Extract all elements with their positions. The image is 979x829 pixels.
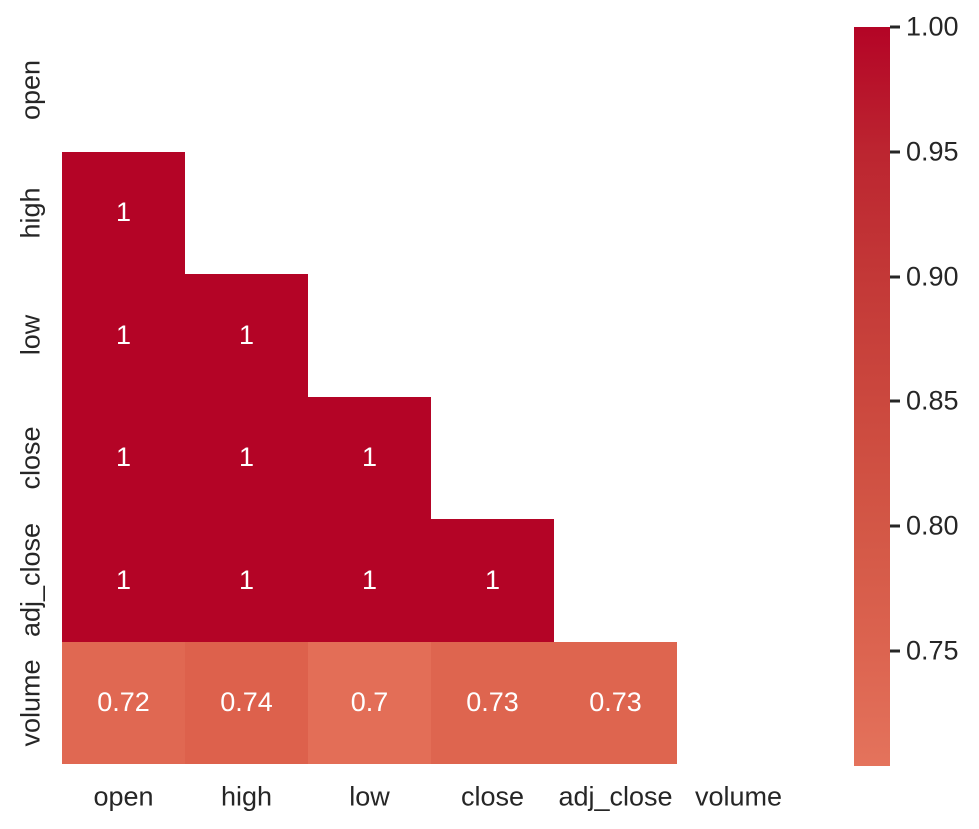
colorbar-tick-label-0.95: 0.95 xyxy=(906,136,959,167)
colorbar-tick-mark xyxy=(890,25,900,29)
x-tick-label-close: close xyxy=(460,781,525,812)
heatmap-cell: 0.72 xyxy=(62,641,185,764)
cell-annotation: 1 xyxy=(115,319,132,350)
cell-annotation: 1 xyxy=(115,442,132,473)
heatmap-cell: 1 xyxy=(431,519,554,642)
x-tick-label-volume: volume xyxy=(694,781,783,812)
colorbar-tick-mark xyxy=(890,649,900,653)
colorbar-tick-mark xyxy=(890,399,900,403)
heatmap-cell: 1 xyxy=(185,519,308,642)
x-tick-label-adj_close: adj_close xyxy=(558,781,673,812)
colorbar-tick-label-0.80: 0.80 xyxy=(906,510,959,541)
heatmap-cell: 0.7 xyxy=(308,641,431,764)
heatmap-cell: 1 xyxy=(62,274,185,397)
cell-annotation: 1 xyxy=(238,319,255,350)
colorbar-tick-label-1.00: 1.00 xyxy=(906,11,959,42)
cell-annotation: 1 xyxy=(484,564,501,595)
colorbar-tick-mark xyxy=(890,275,900,279)
y-tick-label-volume: volume xyxy=(15,659,46,747)
cell-annotation: 0.72 xyxy=(97,687,150,718)
heatmap-cell: 1 xyxy=(308,519,431,642)
colorbar-tick-label-0.85: 0.85 xyxy=(906,385,959,416)
colorbar-tick-mark xyxy=(890,150,900,154)
x-tick-label-open: open xyxy=(93,781,154,812)
y-tick-label-high: high xyxy=(15,187,46,239)
heatmap-cell: 1 xyxy=(62,519,185,642)
cell-annotation: 0.74 xyxy=(220,687,273,718)
y-tick-label-open: open xyxy=(15,60,46,121)
cell-annotation: 0.73 xyxy=(466,687,519,718)
heatmap-cell: 0.73 xyxy=(554,641,677,764)
cell-annotation: 1 xyxy=(238,442,255,473)
heatmap-cell: 1 xyxy=(185,274,308,397)
heatmap-cell: 1 xyxy=(62,396,185,519)
y-tick-label-close: close xyxy=(15,426,46,490)
y-tick-label-low: low xyxy=(15,314,46,356)
x-tick-label-low: low xyxy=(349,781,390,812)
cell-annotation: 1 xyxy=(238,564,255,595)
cell-annotation: 0.7 xyxy=(350,687,389,718)
heatmap-cell: 1 xyxy=(185,396,308,519)
heatmap-cell: 1 xyxy=(308,396,431,519)
colorbar-gradient xyxy=(854,27,890,766)
colorbar-tick-label-0.90: 0.90 xyxy=(906,261,959,292)
heatmap-cell: 1 xyxy=(62,151,185,274)
cell-annotation: 1 xyxy=(361,442,378,473)
colorbar: 1.00 0.95 0.90 0.85 0.80 0.75 xyxy=(854,12,959,766)
y-tick-label-adj_close: adj_close xyxy=(15,523,46,638)
colorbar-tick-mark xyxy=(890,524,900,528)
heatmap-cell: 0.73 xyxy=(431,641,554,764)
cell-annotation: 1 xyxy=(115,197,132,228)
cell-annotation: 0.73 xyxy=(589,687,642,718)
colorbar-tick-label-0.75: 0.75 xyxy=(906,635,959,666)
heatmap-cell: 0.74 xyxy=(185,641,308,764)
cell-annotation: 1 xyxy=(361,564,378,595)
x-tick-label-high: high xyxy=(220,781,273,812)
cell-annotation: 1 xyxy=(115,564,132,595)
